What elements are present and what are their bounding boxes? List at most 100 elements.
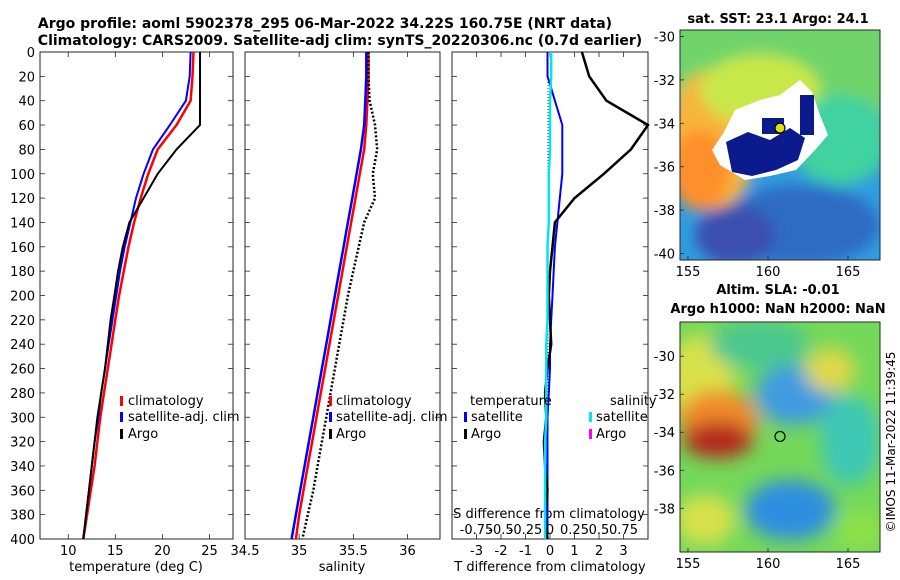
x-tick-label: 25 [201, 544, 218, 559]
x-tick-label: 15 [107, 544, 124, 559]
difference-legend: temperature salinity satellite Argo sate… [464, 394, 657, 442]
map-x-tick-label: 160 [756, 265, 781, 280]
s-difference-tick-label: 0 [546, 523, 554, 538]
map-y-tick-label: -38 [654, 502, 675, 517]
series-line-s-satellite [543, 52, 553, 539]
sla-blue-south [745, 480, 835, 540]
map-y-tick-label: -38 [654, 204, 675, 219]
legend-label-s-satellite: satellite [596, 410, 648, 425]
x-tick-label: 2 [595, 544, 603, 559]
legend-label-argo: Argo [128, 427, 158, 442]
series-line-satellite-adj-clim [290, 52, 368, 540]
legend-title-salinity: salinity [610, 394, 657, 409]
x-tick-label: 0 [546, 544, 554, 559]
depth-tick-label: 280 [10, 387, 35, 402]
legend-label-t-satellite: satellite [471, 410, 523, 425]
series-line-climatology [82, 51, 195, 540]
depth-tick-label: 400 [10, 533, 35, 548]
depth-tick-label: 240 [10, 338, 35, 353]
depth-tick-label: 180 [10, 265, 35, 280]
s-difference-tick-label: 0.5 [589, 523, 610, 538]
legend-label-climatology: climatology [128, 394, 204, 409]
legend-swatch-t-satellite [464, 412, 467, 422]
legend-label-satellite: satellite-adj. clim [336, 410, 448, 425]
legend-label-satellite: satellite-adj. clim [128, 410, 240, 425]
map-y-tick-label: -30 [654, 31, 675, 46]
x-tick-label: 10 [60, 544, 77, 559]
sst-map-ticks: 155 160 165 -30 -32 -34 -36 -38 -40 [654, 31, 861, 280]
x-tick-label: 34.5 [231, 544, 260, 559]
legend-label-s-argo: Argo [596, 427, 626, 442]
s-difference-tick-label: 0.75 [609, 523, 638, 538]
legend-label-climatology: climatology [336, 394, 412, 409]
map-x-tick-label: 155 [676, 557, 701, 572]
legend-swatch-climatology [329, 396, 332, 406]
sla-field [680, 322, 880, 550]
map-x-tick-label: 165 [836, 557, 861, 572]
difference-series [542, 51, 650, 540]
legend-swatch-s-satellite [589, 412, 592, 422]
depth-tick-label: 260 [10, 363, 35, 378]
x-tick-label: 1 [570, 544, 578, 559]
sst-cool-southwest [695, 205, 775, 260]
argo-location-marker [774, 122, 786, 134]
x-tick-label: 3 [619, 544, 627, 559]
argo-location-marker [774, 430, 786, 443]
depth-tick-label: 40 [18, 95, 35, 110]
x-tick-label: 35.5 [339, 544, 368, 559]
s-difference-tick-labels: -0.75-0.5-0.25 0 0.25 0.5 0.75 [460, 523, 638, 538]
legend-swatch-satellite [329, 412, 332, 422]
s-difference-tick-label: -0.25 [509, 523, 543, 538]
sla-green-southeast [835, 510, 880, 550]
s-difference-tick-label: -0.75 [460, 523, 494, 538]
sla-red-core [683, 422, 753, 458]
legend-swatch-argo [120, 429, 123, 439]
salinity-legend: climatology satellite-adj. clim Argo [329, 394, 448, 442]
map-y-tick-label: -32 [654, 388, 675, 403]
depth-tick-label: 20 [18, 70, 35, 85]
legend-swatch-climatology [120, 396, 123, 406]
series-line-t-satellite [546, 52, 564, 539]
legend-label-t-argo: Argo [471, 427, 501, 442]
series-line-argo [82, 52, 201, 540]
depth-tick-label: 120 [10, 192, 35, 207]
sla-teal-east [820, 395, 880, 485]
series-line-argo [301, 52, 379, 540]
depth-tick-label: 60 [18, 119, 35, 134]
legend-title-temperature: temperature [470, 394, 552, 409]
sla-map-title-line2: Argo h1000: NaN h2000: NaN [670, 302, 885, 317]
depth-tick-label: 160 [10, 241, 35, 256]
temperature-xlabel: temperature (deg C) [69, 560, 203, 575]
depth-tick-label: 0 [27, 46, 35, 61]
depth-tick-label: 140 [10, 216, 35, 231]
sla-map-frame [679, 321, 881, 553]
depth-tick-label: 200 [10, 290, 35, 305]
map-y-tick-label: -30 [654, 350, 675, 365]
sst-map-frame [679, 29, 881, 261]
temperature-series [82, 51, 201, 540]
map-y-tick-label: -40 [654, 247, 675, 262]
sla-map-image [680, 322, 880, 552]
x-tick-label: -3 [470, 544, 483, 559]
temperature-axes [39, 51, 234, 540]
cloud-mask-navy-2 [800, 95, 814, 135]
difference-xlabel-top: S difference from climatology [453, 507, 645, 522]
depth-tick-label: 100 [10, 168, 35, 183]
x-tick-label: 36 [399, 544, 416, 559]
legend-label-argo: Argo [336, 427, 366, 442]
legend-swatch-satellite [120, 412, 123, 422]
difference-x-ticks: -3 -2 -1 0 1 2 3 [470, 52, 628, 559]
figure-title-line1: Argo profile: aoml 5902378_295 06-Mar-20… [38, 16, 612, 32]
sla-map-title-line1: Altim. SLA: -0.01 [716, 283, 839, 298]
map-x-tick-label: 165 [836, 265, 861, 280]
s-difference-tick-label: -0.5 [488, 523, 513, 538]
sla-map-ticks: 155 160 165 -30 -32 -34 -36 -38 [654, 350, 861, 572]
map-y-tick-label: -36 [654, 161, 675, 176]
map-x-tick-label: 155 [676, 265, 701, 280]
sst-map-title: sat. SST: 23.1 Argo: 24.1 [687, 12, 868, 27]
depth-tick-label: 380 [10, 509, 35, 524]
legend-swatch-s-argo [589, 429, 592, 439]
cloud-mask-navy [726, 128, 805, 176]
x-tick-label: -2 [495, 544, 508, 559]
